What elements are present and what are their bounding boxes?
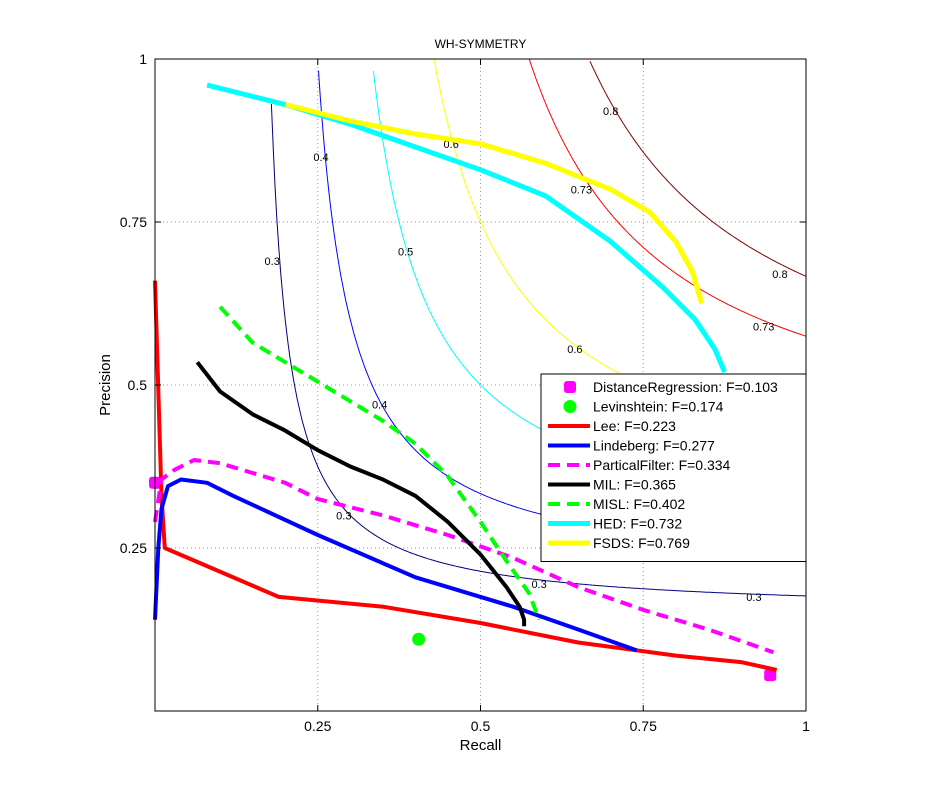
series-6-line — [218, 305, 541, 621]
legend-label: MIL: F=0.365 — [593, 477, 676, 493]
contour-label: 0.8 — [603, 106, 618, 118]
series-0-marker — [764, 669, 777, 682]
contour-label: 0.3 — [531, 579, 546, 591]
legend-marker — [564, 381, 576, 393]
x-tick-label: 0.75 — [630, 718, 657, 734]
contour-label: 0.5 — [398, 246, 413, 258]
legend-label: FSDS: F=0.769 — [593, 535, 690, 551]
series-4-line — [153, 458, 775, 655]
series-7-line — [206, 82, 727, 373]
y-tick-label: 0.25 — [120, 540, 147, 556]
series-lines — [149, 82, 778, 682]
y-axis-label: Precision — [97, 354, 114, 416]
legend-label: ParticalFilter: F=0.334 — [593, 457, 731, 473]
legend-box — [540, 373, 807, 562]
contour-f-0_3 — [270, 104, 806, 597]
legend: DistanceRegression: F=0.103 Levinshtein: … — [540, 373, 807, 562]
x-tick-label: 0.5 — [471, 718, 491, 734]
y-tick-label: 0.75 — [120, 214, 147, 230]
contour-label: 0.3 — [265, 256, 280, 268]
legend-label: Levinshtein: F=0.174 — [593, 399, 724, 415]
series-1-marker — [412, 632, 426, 646]
legend-label: HED: F=0.732 — [593, 516, 682, 532]
legend-label: Lee: F=0.223 — [593, 418, 676, 434]
contour-f-0_73 — [528, 59, 807, 337]
x-tick-label: 0.25 — [304, 718, 331, 734]
legend-label: Lindeberg: F=0.277 — [593, 438, 715, 454]
series-2-line — [153, 280, 778, 672]
contour-label: 0.3 — [746, 592, 761, 604]
contour-label: 0.8 — [772, 269, 787, 281]
series-8-line — [284, 102, 705, 305]
chart-title: WH-SYMMETRY — [435, 37, 527, 51]
y-tick-label: 0.5 — [128, 377, 148, 393]
contour-label: 0.73 — [571, 184, 592, 196]
contour-label: 0.3 — [336, 510, 351, 522]
legend-label: DistanceRegression: F=0.103 — [593, 379, 778, 395]
contour-label: 0.73 — [753, 321, 774, 333]
series-5-line — [195, 360, 527, 627]
contour-f-0_8 — [589, 61, 807, 277]
legend-marker — [563, 400, 577, 413]
y-tick-label: 1 — [139, 51, 147, 67]
legend-label: MISL: F=0.402 — [593, 496, 685, 512]
contour-label: 0.4 — [313, 152, 328, 164]
series-3-line — [153, 477, 638, 653]
x-axis-label: Recall — [460, 737, 502, 754]
contour-label: 0.4 — [372, 400, 387, 412]
axis-ticks: 0.25 0.5 0.75 1 0.25 0.5 0.75 1 — [120, 51, 810, 734]
x-tick-label: 1 — [802, 718, 810, 734]
contour-label: 0.6 — [567, 344, 582, 356]
